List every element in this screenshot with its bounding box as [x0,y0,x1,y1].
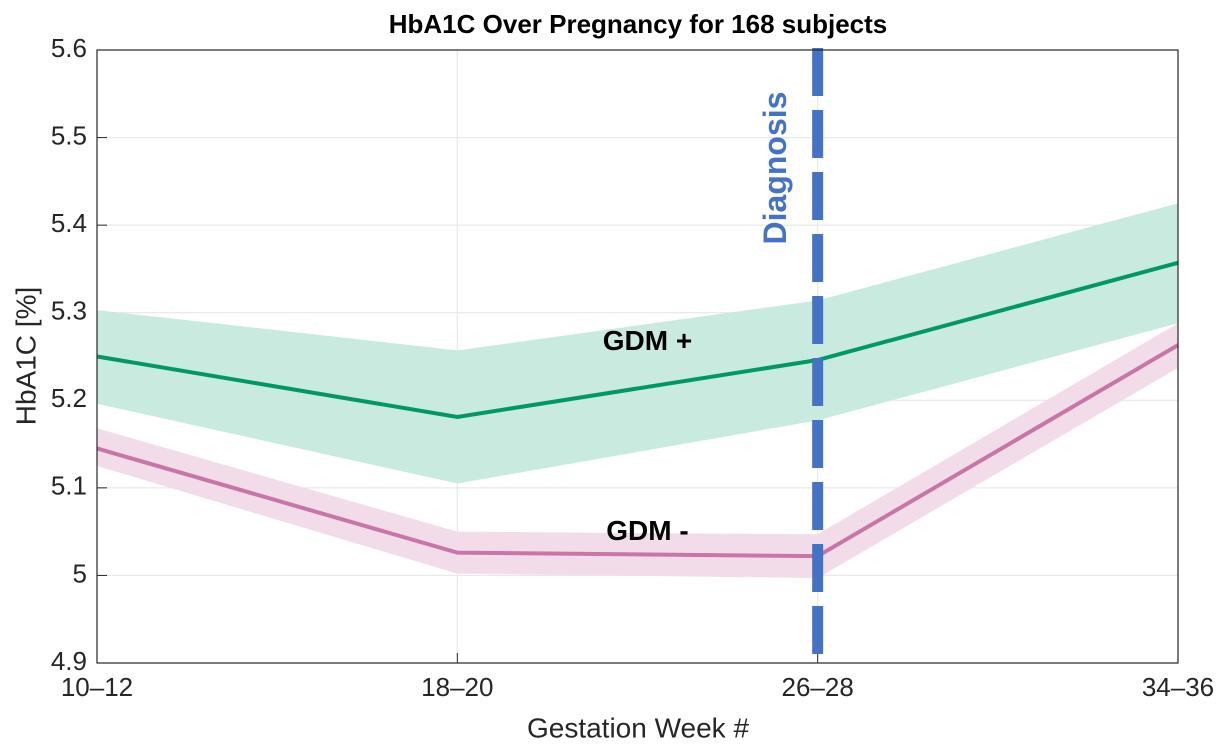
y-tick-label: 5.2 [51,383,87,413]
annotation-label: Diagnosis [757,92,793,245]
plot-frame [96,49,1179,664]
x-tick-label: 26–28 [782,672,854,702]
confidence-band [97,323,1178,579]
series-label: GDM + [603,325,692,356]
confidence-band [97,203,1178,484]
x-axis-label: Gestation Week # [527,712,749,743]
y-tick-label: 5.1 [51,471,87,501]
series-label: GDM - [606,515,688,546]
y-tick-label: 5.4 [51,208,87,238]
y-tick-label: 4.9 [51,646,87,676]
y-tick-label: 5 [73,558,87,588]
x-tick-label: 18–20 [421,672,493,702]
x-tick-label: 34–36 [1142,672,1214,702]
series-line [96,343,1180,559]
chart-title: HbA1C Over Pregnancy for 168 subjects [389,9,888,39]
series-line [96,260,1179,419]
y-tick-label: 5.6 [51,33,87,63]
y-tick-label: 5.5 [51,120,87,150]
y-tick-label: 5.3 [51,296,87,326]
y-axis-label: HbA1C [%] [10,287,41,426]
x-tick-label: 10–12 [61,672,133,702]
